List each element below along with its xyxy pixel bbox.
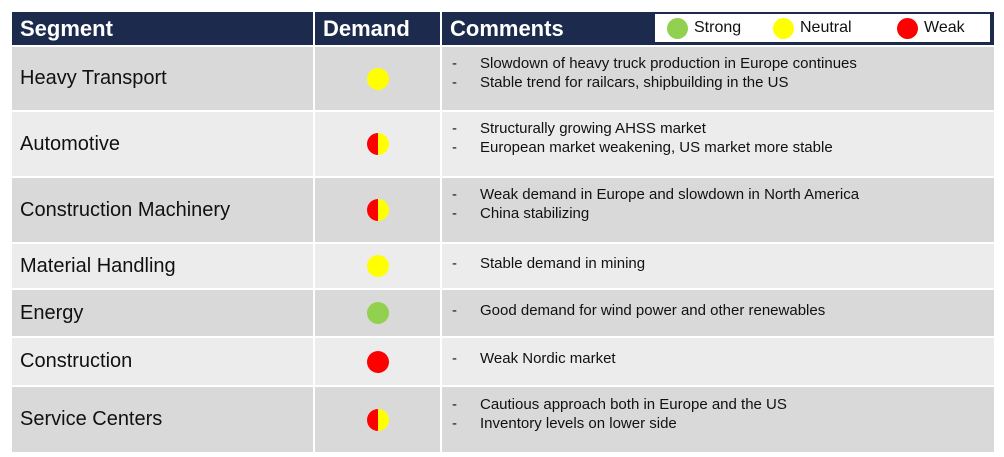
segment-cell: Material Handling	[12, 244, 313, 288]
demand-dot	[377, 199, 389, 221]
demand-cell	[315, 290, 440, 336]
bullet: -	[452, 205, 457, 222]
demand-indicator	[366, 350, 389, 373]
comments-cell: - Structurally growing AHSS market - Europe…	[442, 112, 994, 176]
demand-indicator	[366, 255, 389, 277]
comments-cell: - Slowdown of heavy truck production in E…	[442, 47, 994, 110]
legend-item: Strong	[667, 14, 741, 42]
bullet: -	[452, 350, 457, 367]
comment-text: Cautious approach both in Europe and the…	[480, 395, 787, 413]
comment-line: - Inventory levels on lower side	[442, 414, 677, 433]
demand-cell	[315, 244, 440, 288]
comment-text: Slowdown of heavy truck production in Eu…	[480, 54, 857, 72]
bullet: -	[452, 254, 457, 272]
legend-item: Neutral	[773, 14, 852, 42]
demand-indicator	[366, 133, 389, 155]
comments-cell: - Cautious approach both in Europe and th…	[442, 387, 994, 452]
bullet: -	[452, 414, 457, 432]
comment-line: - Cautious approach both in Europe and th…	[442, 395, 787, 414]
demand-cell	[315, 112, 440, 176]
comment-text: Structurally growing AHSS market	[480, 120, 706, 137]
legend-dot	[773, 17, 794, 39]
legend-label: Neutral	[800, 19, 852, 36]
demand-indicator	[366, 408, 389, 431]
segment-cell: Automotive	[12, 112, 313, 176]
header-cell: Demand	[315, 12, 440, 45]
comments-cell: - Weak demand in Europe and slowdown in N…	[442, 178, 994, 242]
comment-line: - European market weakening, US market mo…	[442, 138, 833, 157]
demand-dot	[377, 408, 389, 431]
bullet: -	[452, 120, 457, 137]
comments-cell: - Good demand for wind power and other re…	[442, 290, 994, 336]
comments-cell: - Weak Nordic market	[442, 338, 994, 385]
segment-cell: Construction	[12, 338, 313, 385]
bullet: -	[452, 54, 457, 72]
comment-line: - Weak demand in Europe and slowdown in N…	[442, 185, 859, 204]
bullet: -	[452, 139, 457, 156]
comment-text: Stable trend for railcars, shipbuilding …	[480, 73, 789, 91]
demand-dot	[366, 133, 378, 155]
demand-dot	[366, 199, 378, 221]
legend-dot	[667, 17, 688, 39]
comment-line: - Stable trend for railcars, shipbuilding…	[442, 73, 789, 92]
demand-cell	[315, 338, 440, 385]
header-cell: Segment	[12, 12, 313, 45]
demand-cell	[315, 387, 440, 452]
comment-text: Stable demand in mining	[480, 254, 646, 272]
demand-indicator	[366, 67, 389, 90]
comment-text: Inventory levels on lower side	[480, 414, 677, 432]
segment-cell: Construction Machinery	[12, 178, 313, 242]
comment-text: Weak Nordic market	[480, 350, 616, 367]
comment-line: - Structurally growing AHSS market	[442, 119, 706, 138]
comment-line: - China stabilizing	[442, 204, 589, 223]
demand-dot	[366, 67, 389, 90]
legend-label: Strong	[694, 19, 742, 36]
comment-text: Good demand for wind power and other ren…	[480, 301, 826, 319]
demand-dot	[366, 350, 389, 373]
segment-cell: Energy	[12, 290, 313, 336]
bullet: -	[452, 186, 457, 203]
legend-dot	[897, 17, 918, 39]
legend-label: Weak	[924, 19, 965, 36]
demand-dot	[377, 133, 389, 155]
comment-line: - Stable demand in mining	[442, 254, 645, 273]
comment-line: - Weak Nordic market	[442, 349, 616, 368]
segment-cell: Service Centers	[12, 387, 313, 452]
bullet: -	[452, 73, 457, 91]
demand-indicator	[366, 199, 389, 221]
comment-line: - Good demand for wind power and other re…	[442, 301, 825, 320]
bullet: -	[452, 301, 457, 319]
segment-cell: Heavy Transport	[12, 47, 313, 110]
comment-text: European market weakening, US market mor…	[480, 139, 833, 156]
demand-dot	[366, 255, 389, 277]
legend-item: Weak	[897, 14, 965, 42]
bullet: -	[452, 395, 457, 413]
comment-text: China stabilizing	[480, 205, 590, 222]
comment-line: - Slowdown of heavy truck production in E…	[442, 54, 857, 73]
comment-text: Weak demand in Europe and slowdown in No…	[480, 186, 860, 203]
demand-cell	[315, 47, 440, 110]
demand-dot	[366, 408, 378, 431]
demand-cell	[315, 178, 440, 242]
demand-dot	[366, 302, 389, 324]
comments-cell: - Stable demand in mining	[442, 244, 994, 288]
legend: Strong Neutral Weak	[655, 14, 990, 42]
demand-indicator	[366, 302, 389, 324]
